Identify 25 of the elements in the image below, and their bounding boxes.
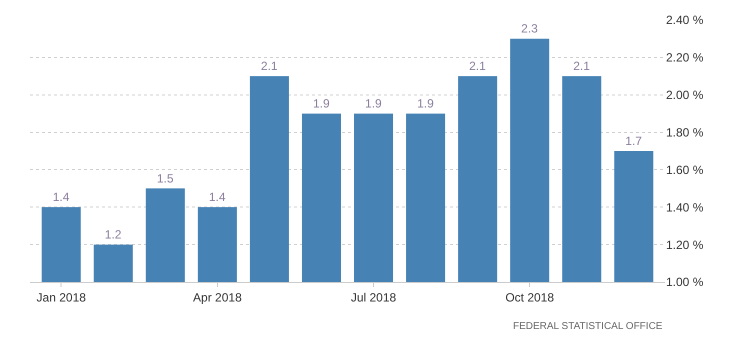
y-tick-label: 2.00 %: [666, 88, 704, 102]
y-tick-label: 1.60 %: [666, 162, 704, 177]
data-label: 2.1: [260, 59, 278, 74]
x-tick-label: Jan 2018: [36, 290, 86, 304]
data-label: 2.3: [521, 22, 538, 36]
data-label: 1.4: [52, 190, 70, 204]
data-label: 1.7: [625, 134, 642, 148]
x-tick-label: Apr 2018: [193, 290, 242, 304]
data-label: 1.4: [208, 190, 226, 204]
data-label: 1.9: [312, 96, 330, 111]
data-label: 2.1: [573, 59, 590, 74]
y-tick-label: 1.80 %: [666, 125, 704, 140]
y-tick-label: 2.40 %: [666, 13, 704, 28]
x-tick-label: Oct 2018: [505, 290, 554, 304]
y-tick-label: 1.20 %: [666, 238, 704, 252]
data-label: 1.2: [104, 228, 122, 242]
y-tick-label: 2.20 %: [666, 50, 704, 65]
y-tick-label: 1.40 %: [666, 200, 704, 214]
data-label: 1.5: [156, 171, 174, 186]
y-tick-label: 1.00 %: [666, 275, 704, 290]
data-label: 2.1: [469, 59, 486, 74]
data-label: 1.9: [417, 96, 434, 111]
x-tick-label: Jul 2018: [350, 290, 397, 304]
text: FEDERAL STATISTICAL OFFICE: [513, 321, 663, 332]
data-label: 1.9: [365, 96, 382, 111]
